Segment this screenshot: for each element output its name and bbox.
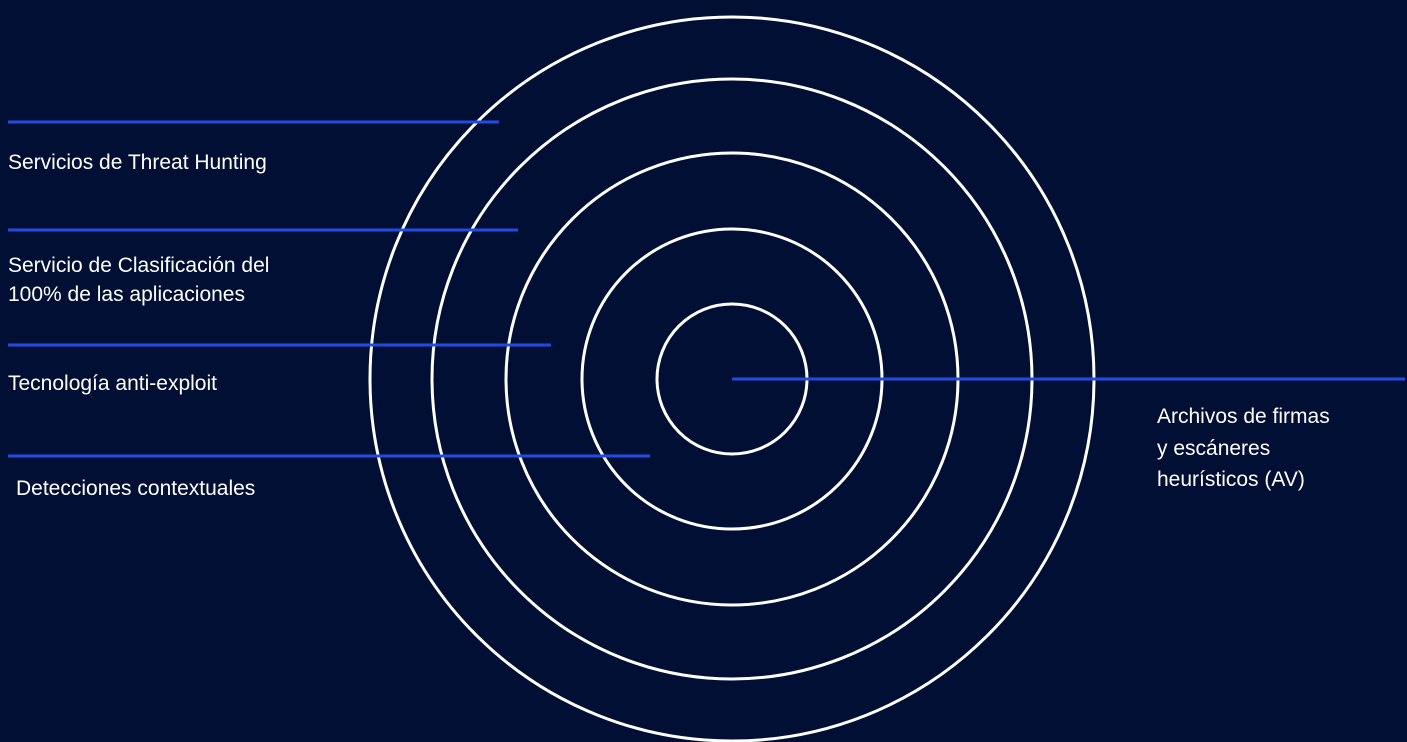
layer-label-classification: Servicio de Clasificación del 100% de la… (8, 251, 269, 310)
layer-label-line: Detecciones contextuales (16, 477, 256, 500)
layer-label-line: Archivos de firmas (1157, 405, 1330, 428)
layer-label-threat-hunting: Servicios de Threat Hunting (8, 148, 267, 177)
layer-label-anti-exploit: Tecnología anti-exploit (8, 369, 217, 398)
layer-label-line: Servicio de Clasificación del (8, 254, 270, 277)
layer-label-line: 100% de las aplicaciones (8, 283, 245, 307)
leader-line-group (8, 120, 1405, 458)
layer-label-signatures: Archivos de firmas y escáneres heurístic… (1157, 401, 1330, 496)
layer-label-line: heurísticos (AV) (1157, 468, 1305, 491)
layer-label-contextual: Detecciones contextuales (16, 474, 255, 503)
layer-label-line: Tecnología anti-exploit (8, 372, 217, 395)
layer-label-line: Servicios de Threat Hunting (8, 151, 267, 174)
layer-label-line: y escáneres (1157, 436, 1271, 460)
